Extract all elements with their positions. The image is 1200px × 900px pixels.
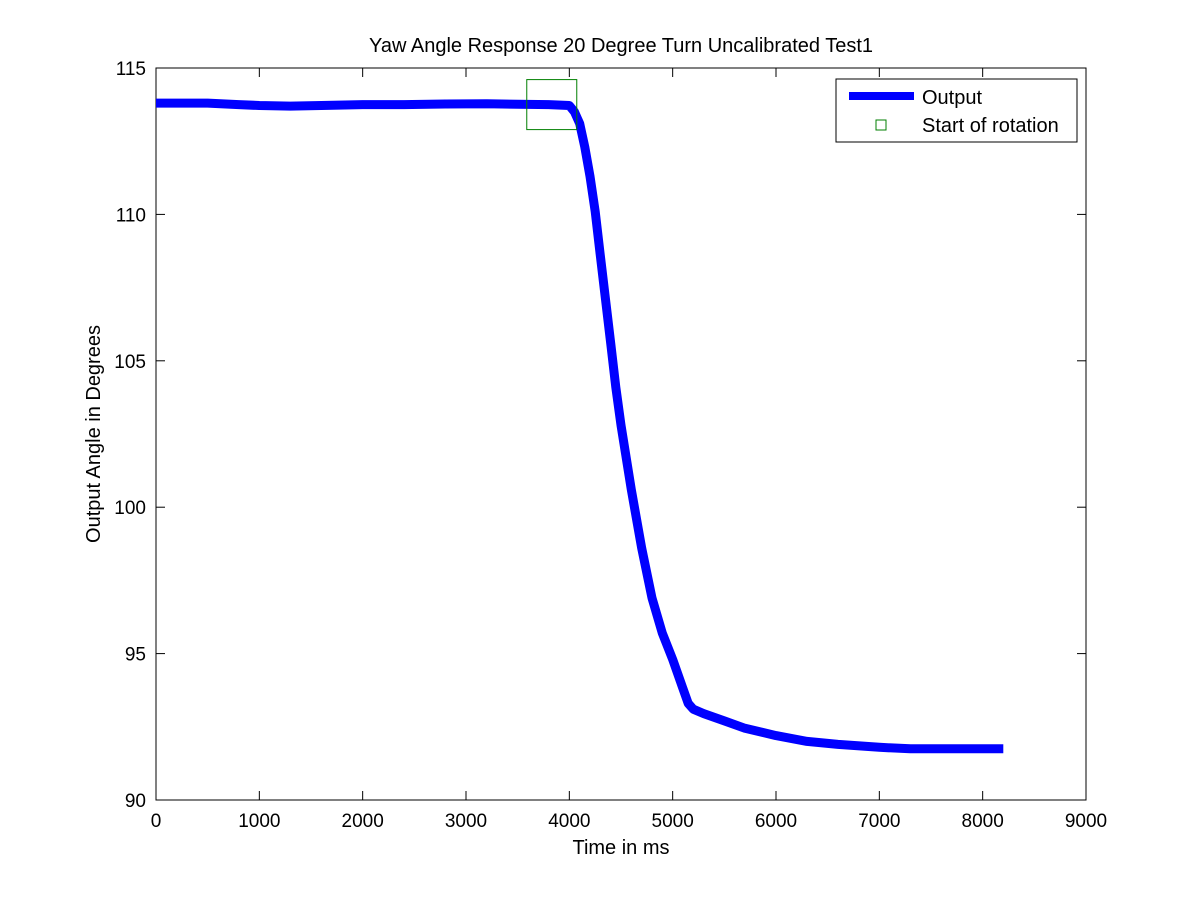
y-tick-label: 95 (125, 645, 146, 666)
x-axis-label: Time in ms (572, 837, 669, 859)
x-tick-label: 8000 (962, 811, 1004, 832)
y-tick-label: 105 (114, 352, 146, 373)
axis-ticks: 0 1000 2000 3000 4000 5000 6000 7000 8000 9000 90 9… (114, 59, 1107, 832)
start-of-rotation-marker (526, 79, 578, 131)
chart-title: Yaw Angle Response 20 Degree Turn Uncali… (369, 35, 873, 57)
y-axis-label: Output Angle in Degrees (83, 325, 105, 543)
y-tick-label: 110 (116, 205, 146, 226)
y-tick-label: 90 (125, 791, 146, 812)
legend: Output Start of rotation (835, 78, 1078, 143)
x-tick-label: 7000 (858, 811, 900, 832)
x-tick-label: 6000 (755, 811, 797, 832)
data-layer (156, 79, 1004, 754)
x-tick-label: 3000 (445, 811, 487, 832)
legend-start-label: Start of rotation (922, 115, 1059, 137)
y-tick-label: 100 (114, 498, 146, 519)
x-tick-label: 4000 (548, 811, 590, 832)
legend-output-label: Output (922, 87, 982, 109)
y-tick-label: 115 (116, 59, 146, 80)
series-output-line (156, 98, 1004, 754)
x-tick-label: 5000 (652, 811, 694, 832)
x-tick-label: 1000 (238, 811, 280, 832)
x-tick-label: 9000 (1065, 811, 1107, 832)
x-tick-label: 2000 (342, 811, 384, 832)
legend-box (835, 78, 1078, 143)
x-tick-label: 0 (151, 811, 162, 832)
legend-start-marker (875, 119, 887, 131)
